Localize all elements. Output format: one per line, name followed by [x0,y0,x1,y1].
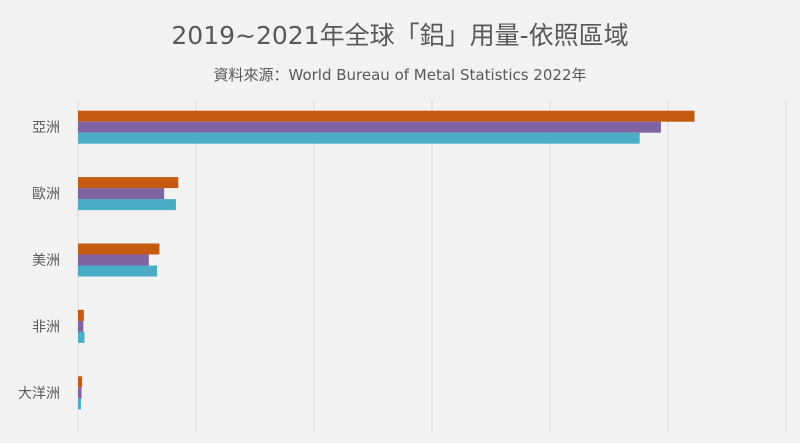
bar [78,132,640,144]
category-label: 非洲 [32,319,60,335]
chart-subtitle: 資料來源：World Bureau of Metal Statistics 20… [213,66,587,84]
bar [78,376,83,388]
bar [78,387,82,399]
bar [78,177,179,189]
category-label: 歐洲 [32,187,60,203]
bar [78,199,176,211]
category-label: 美洲 [32,253,60,269]
bar [78,188,165,200]
bar [78,320,84,332]
bar [78,309,84,321]
bar [78,398,81,410]
bar [78,243,160,255]
chart-title: 2019~2021年全球「鋁」用量-依照區域 [171,21,629,50]
bar [78,265,158,277]
bar [78,110,695,122]
bar [78,254,149,266]
bar [78,121,661,133]
category-label: 大洋洲 [18,386,60,402]
bar [78,331,85,343]
category-label: 亞洲 [32,120,60,136]
